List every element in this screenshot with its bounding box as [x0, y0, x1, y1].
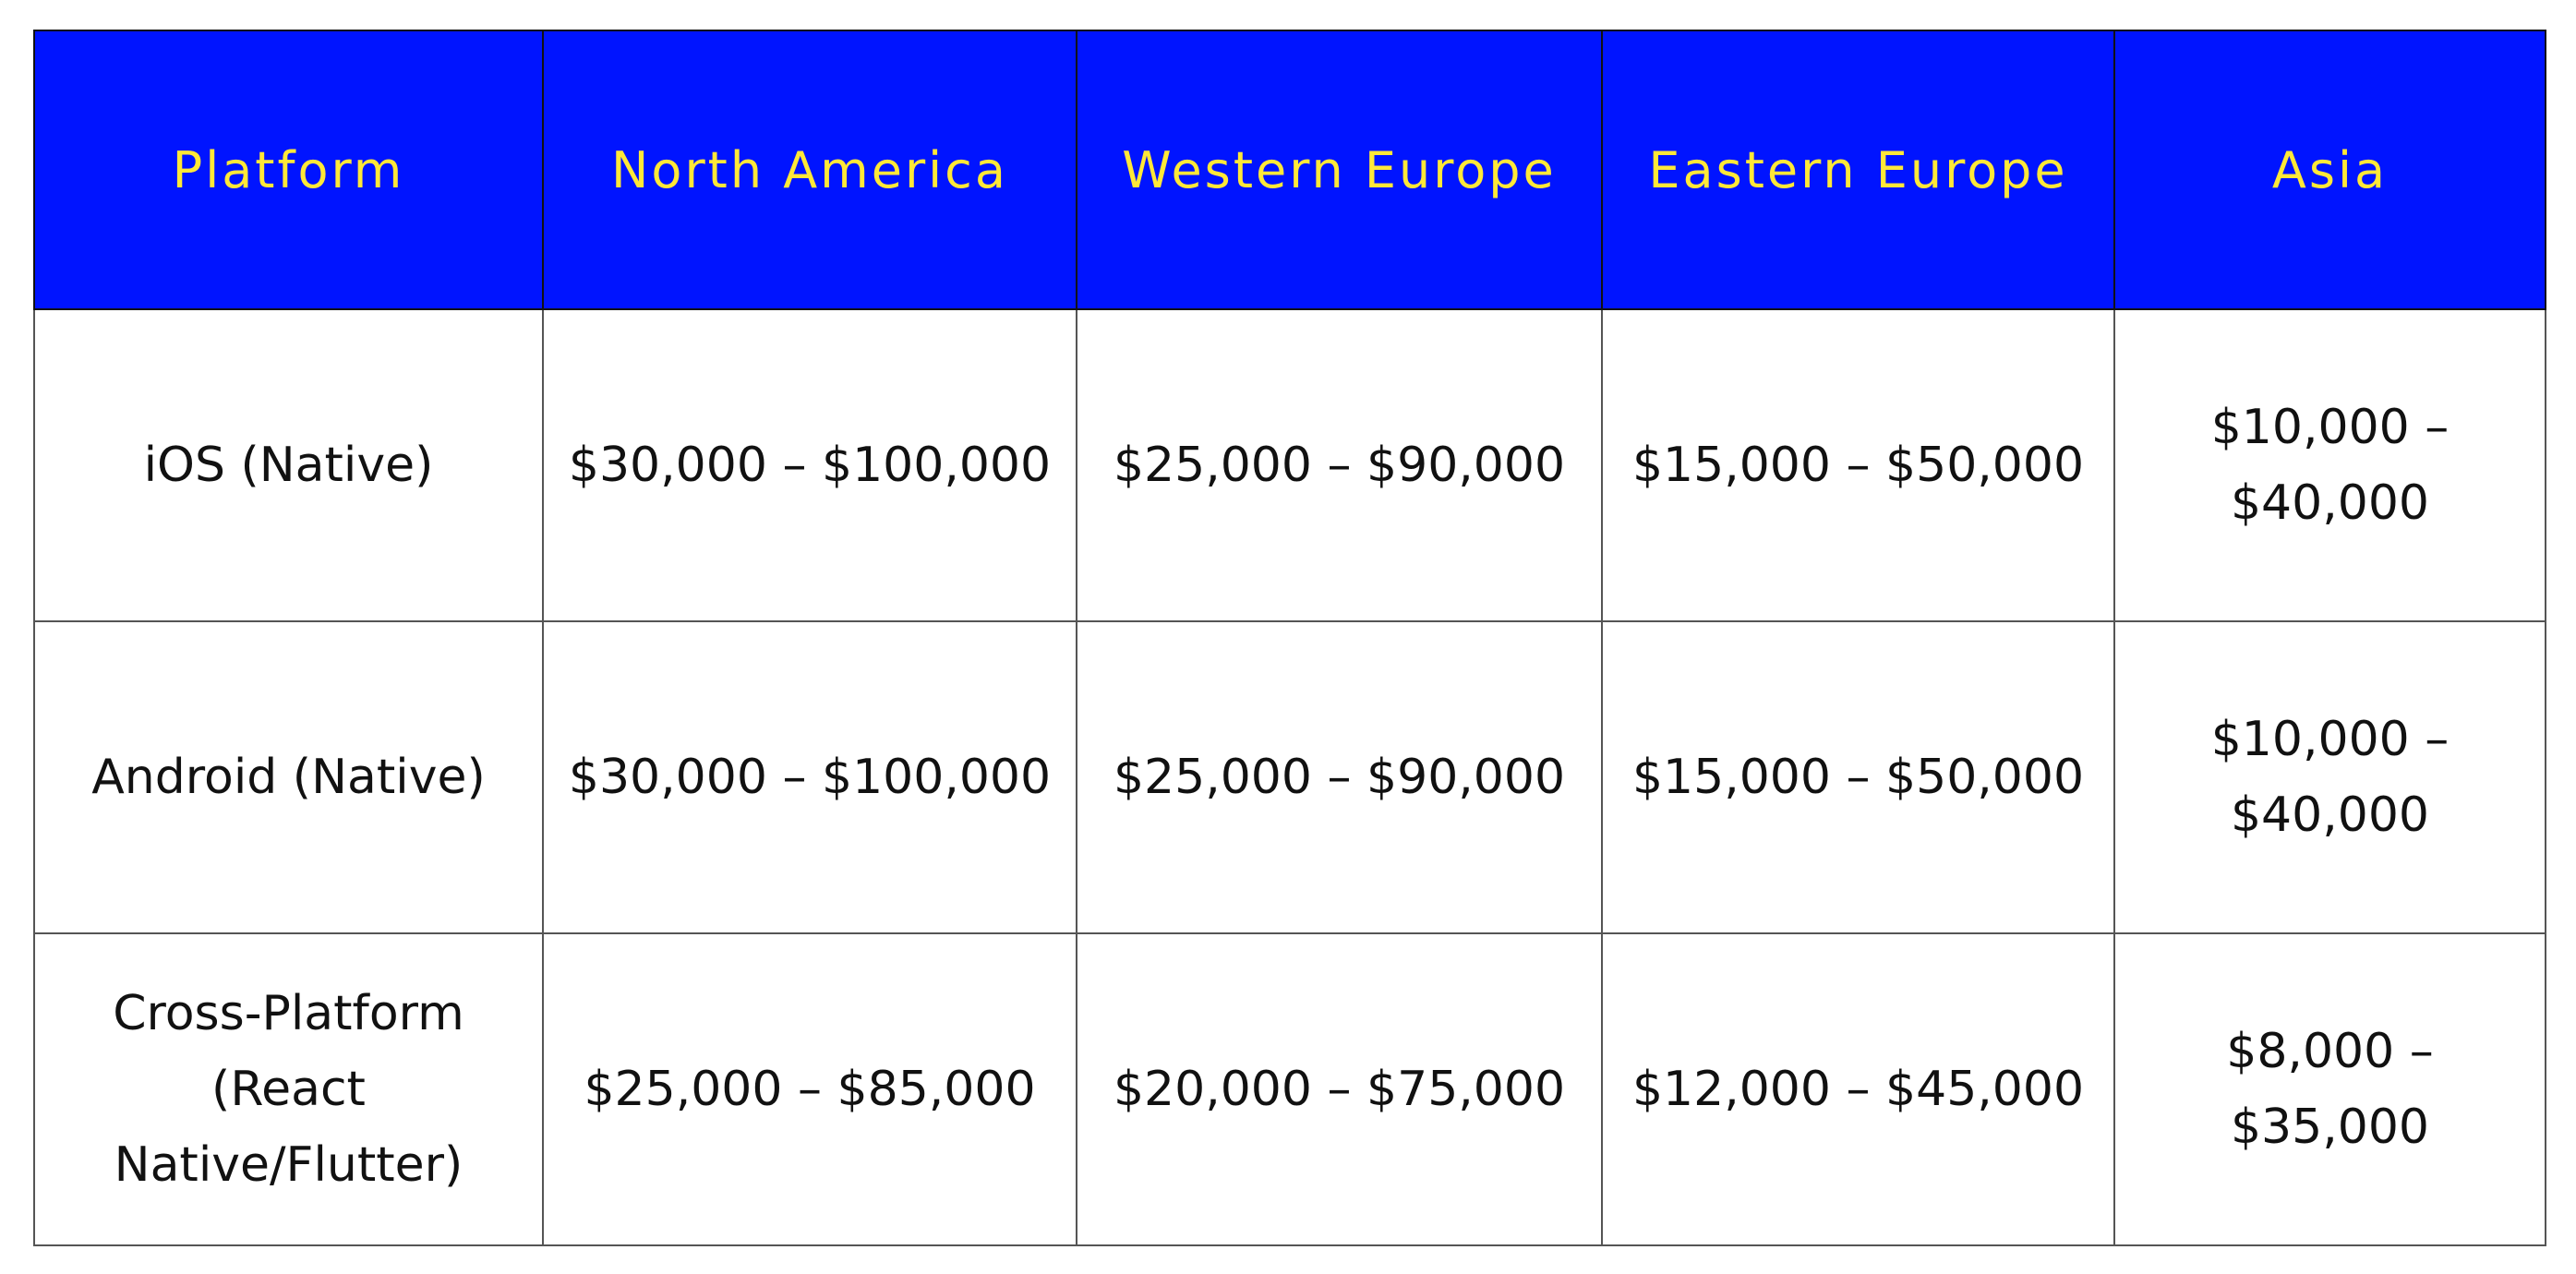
header-western-europe: Western Europe — [1076, 30, 1603, 310]
cell-asia: $8,000 – $35,000 — [2113, 932, 2546, 1246]
cell-north-america: $25,000 – $85,000 — [542, 932, 1077, 1246]
cell-north-america: $30,000 – $100,000 — [542, 620, 1077, 934]
header-row: Platform North America Western Europe Ea… — [33, 30, 2546, 310]
cell-platform: Cross-Platform (React Native/Flutter) — [33, 932, 544, 1246]
cell-platform: Android (Native) — [33, 620, 544, 934]
cell-eastern-europe: $12,000 – $45,000 — [1601, 932, 2115, 1246]
cell-eastern-europe: $15,000 – $50,000 — [1601, 620, 2115, 934]
pricing-table: Platform North America Western Europe Ea… — [33, 30, 2546, 1246]
table-row: Android (Native) $30,000 – $100,000 $25,… — [33, 620, 2546, 934]
header-asia: Asia — [2113, 30, 2546, 310]
cell-western-europe: $20,000 – $75,000 — [1076, 932, 1603, 1246]
cell-western-europe: $25,000 – $90,000 — [1076, 620, 1603, 934]
cell-asia: $10,000 – $40,000 — [2113, 620, 2546, 934]
cell-eastern-europe: $15,000 – $50,000 — [1601, 308, 2115, 622]
header-platform: Platform — [33, 30, 544, 310]
cell-asia: $10,000 – $40,000 — [2113, 308, 2546, 622]
cell-western-europe: $25,000 – $90,000 — [1076, 308, 1603, 622]
header-eastern-europe: Eastern Europe — [1601, 30, 2115, 310]
cell-platform: iOS (Native) — [33, 308, 544, 622]
table-row: iOS (Native) $30,000 – $100,000 $25,000 … — [33, 308, 2546, 622]
table-row: Cross-Platform (React Native/Flutter) $2… — [33, 932, 2546, 1246]
cell-north-america: $30,000 – $100,000 — [542, 308, 1077, 622]
header-north-america: North America — [542, 30, 1077, 310]
